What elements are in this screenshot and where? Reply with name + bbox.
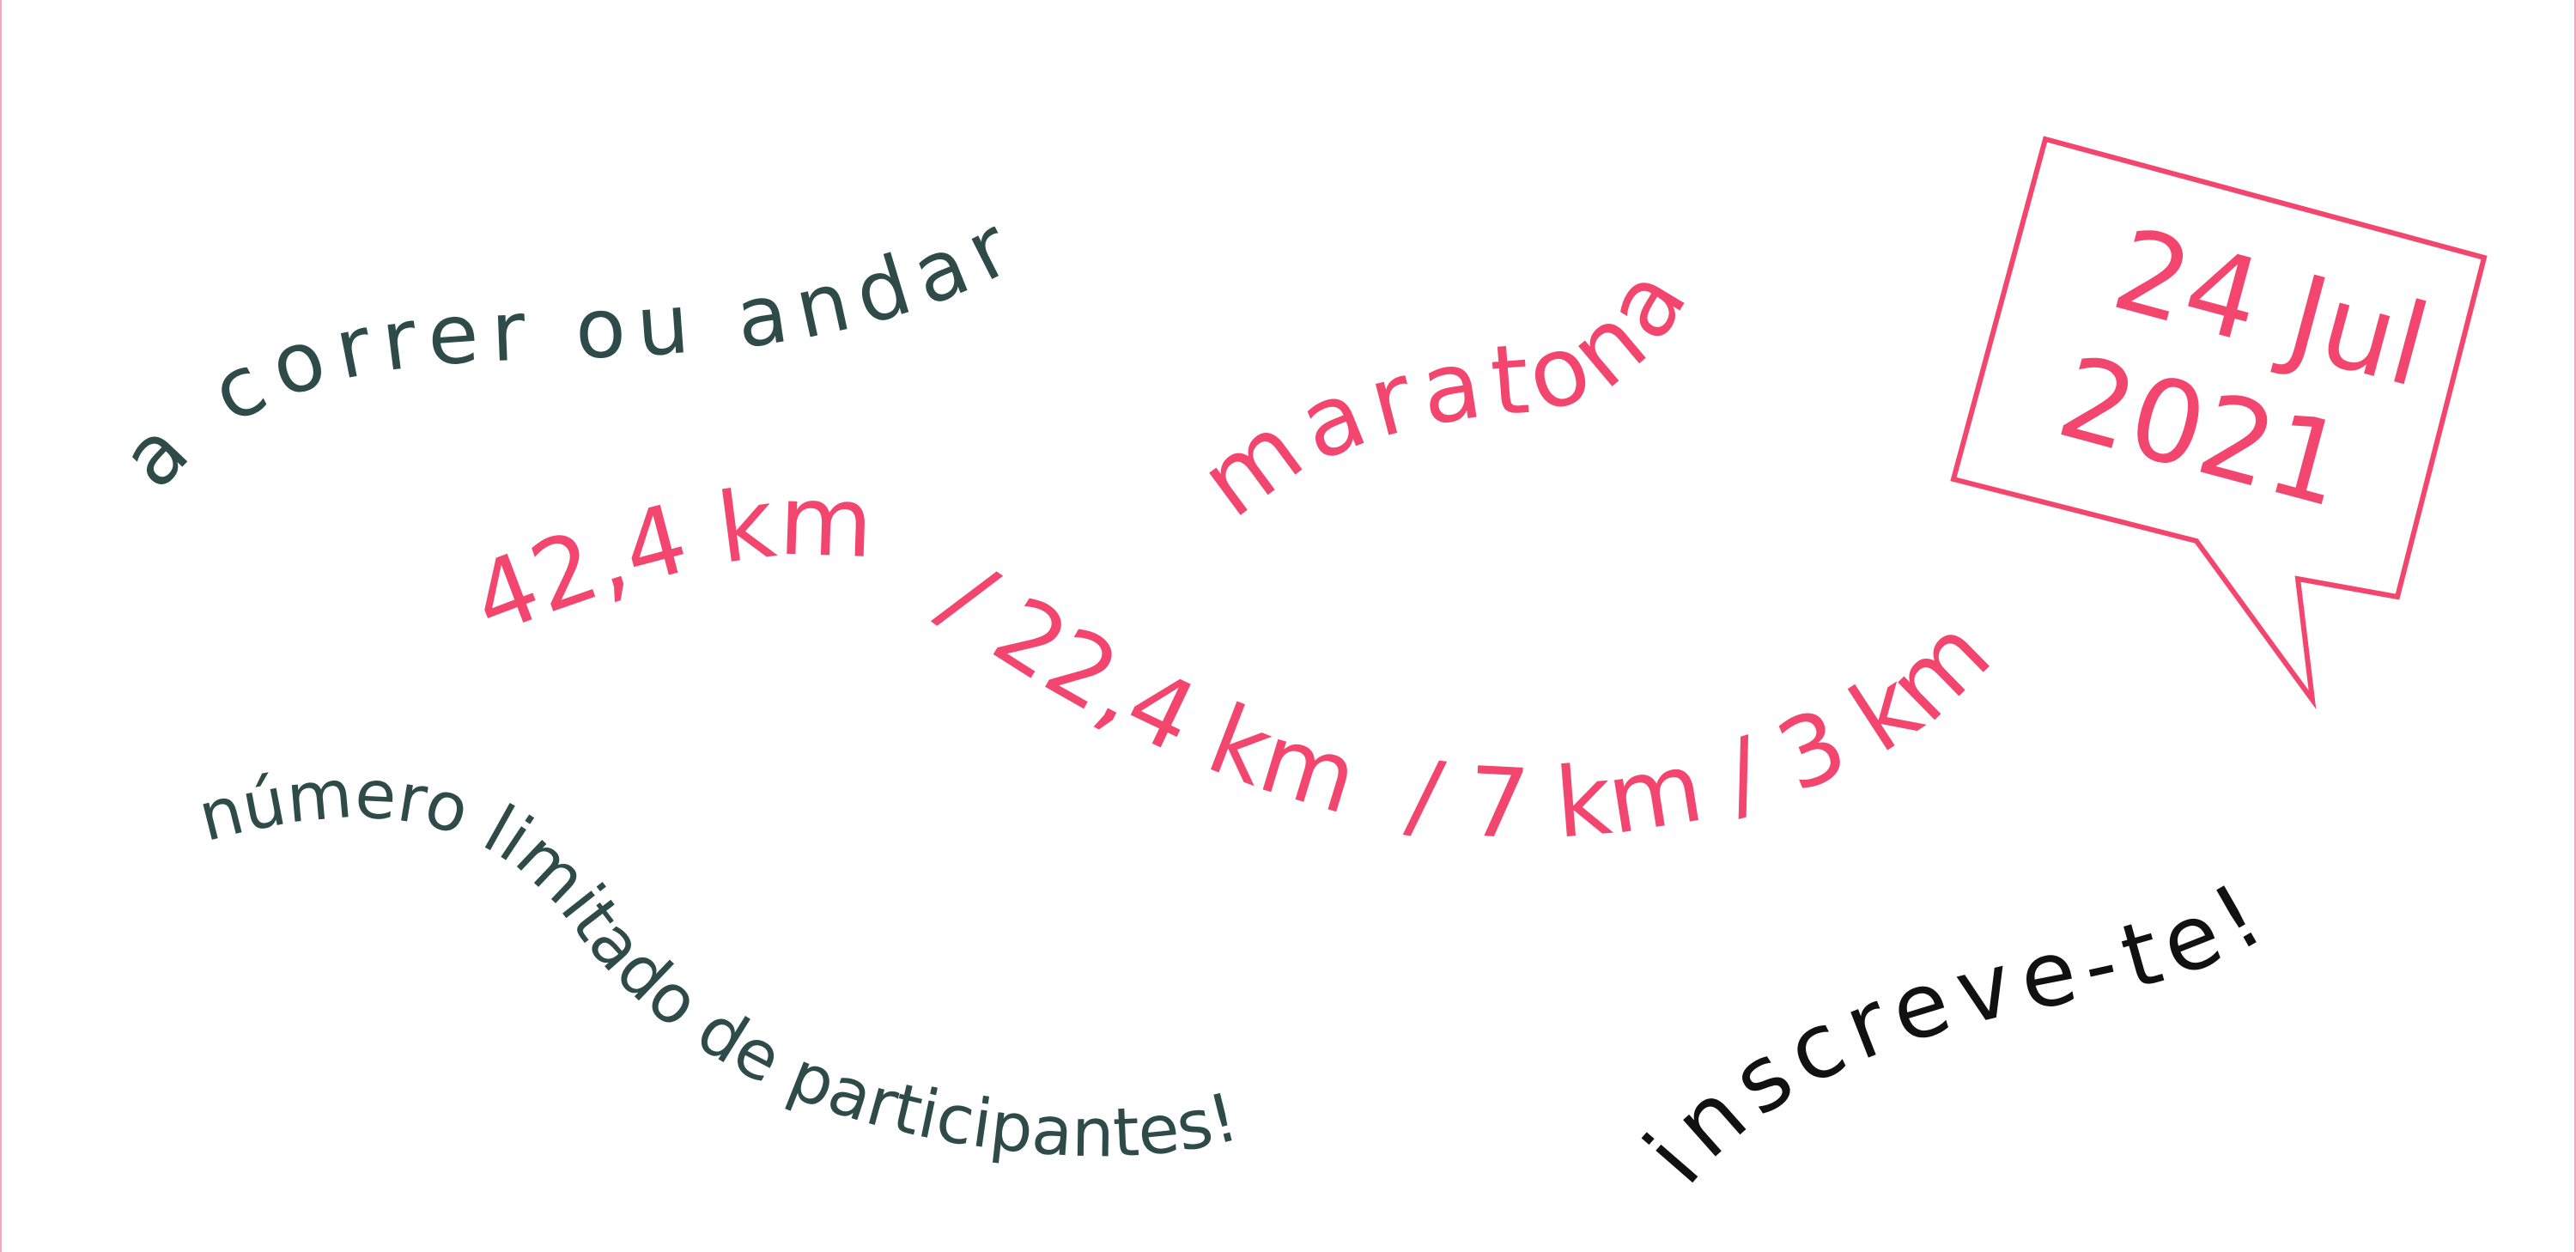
right-edge-line [2574, 0, 2576, 1252]
speech-bubble-outline [1950, 136, 2488, 710]
svg-text:/ 22,4 km / 7 km / 3 km: / 22,4 km / 7 km / 3 km [922, 542, 2011, 860]
call-to-action: inscreve-te! [1625, 858, 2278, 1203]
svg-text:número limitado de participant: número limitado de participantes! [191, 756, 1246, 1172]
svg-text:a correr ou andar: a correr ou andar [102, 193, 1035, 506]
svg-text:maratona: maratona [1181, 243, 1713, 539]
left-edge-line [0, 0, 2, 1252]
svg-text:inscreve-te!: inscreve-te! [1625, 858, 2288, 1203]
tagline: a correr ou andar [102, 193, 1023, 506]
event-title: maratona [1181, 243, 1704, 539]
notice-limited-places: número limitado de participantes! [191, 756, 1246, 1172]
distance-primary: 42,4 km [458, 465, 874, 658]
svg-text:42,4 km: 42,4 km [458, 465, 874, 658]
distance-others: / 22,4 km / 7 km / 3 km [922, 542, 2011, 860]
